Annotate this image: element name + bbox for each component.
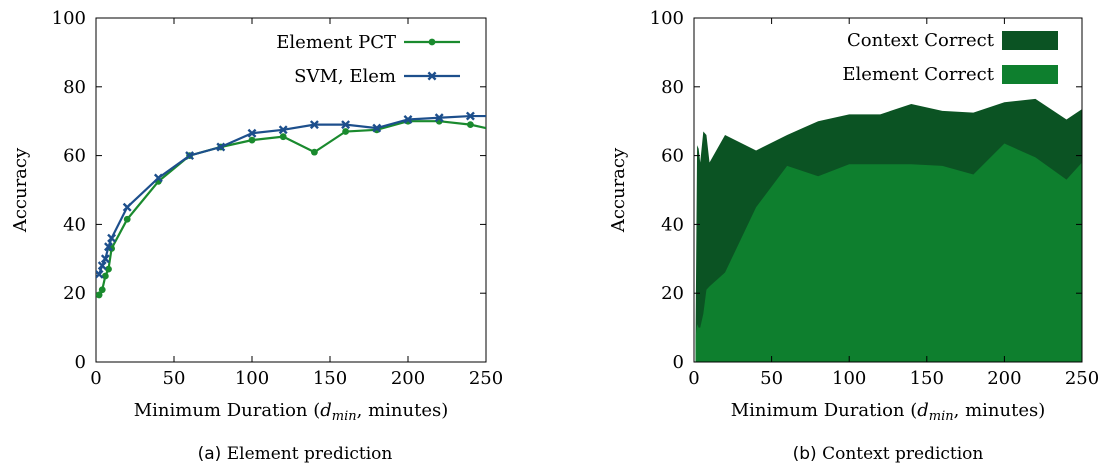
x-tick-label: 100 (832, 368, 866, 389)
data-point (97, 261, 107, 271)
subfigure-caption: (a) Element prediction (198, 444, 393, 464)
data-point (185, 151, 195, 161)
y-axis-label: Accuracy (608, 147, 629, 233)
data-point (104, 242, 113, 252)
legend-swatch (1002, 65, 1058, 84)
x-tick-label: 50 (760, 368, 783, 389)
line-series-0 (98, 120, 486, 296)
legend-marker (428, 38, 436, 46)
data-point (403, 115, 413, 124)
y-axis-label: Accuracy (10, 147, 31, 233)
data-point (101, 272, 109, 280)
data-point (107, 233, 117, 243)
chart-panel-0: 0 50 100 150 200 250 0 20 40 60 80 100 Element PCT SV… (10, 8, 503, 464)
x-axis-label: Minimum Duration (dmin, minutes) (731, 400, 1046, 424)
x-axis-label: Minimum Duration (dmin, minutes) (134, 400, 449, 424)
data-point (98, 286, 106, 294)
x-tick-label: 150 (910, 368, 944, 389)
y-tick-label: 80 (63, 77, 86, 98)
x-tick-label: 250 (1065, 368, 1099, 389)
data-point (467, 121, 474, 129)
y-tick-label: 60 (63, 146, 86, 167)
data-point (153, 173, 163, 183)
y-tick-label: 0 (673, 352, 684, 373)
data-point (123, 215, 131, 223)
subfigure-caption: (b) Context prediction (793, 444, 984, 464)
data-point (122, 202, 132, 212)
y-tick-label: 40 (661, 214, 684, 235)
y-tick-label: 40 (63, 214, 86, 235)
data-point (279, 133, 287, 141)
data-point (309, 120, 319, 130)
legend-marker (427, 71, 437, 81)
x-tick-label: 100 (235, 368, 269, 389)
data-point (311, 148, 318, 156)
data-point (341, 120, 351, 130)
chart-panel-1: 0 50 100 150 200 250 0 20 40 60 80 100 Context Corre… (608, 8, 1099, 464)
data-point (96, 269, 104, 279)
data-point (465, 111, 475, 121)
data-point (247, 128, 257, 138)
x-tick-label: 150 (313, 368, 347, 389)
data-point (248, 136, 256, 144)
y-tick-label: 100 (650, 8, 684, 29)
data-point (434, 113, 444, 123)
series-group (96, 111, 486, 299)
data-point (342, 128, 349, 135)
y-tick-label: 60 (661, 146, 684, 167)
x-tick-label: 200 (987, 368, 1021, 389)
x-tick-label: 200 (391, 368, 425, 389)
y-tick-label: 100 (52, 8, 86, 29)
legend-label: Element Correct (842, 64, 994, 85)
legend-swatch (1002, 31, 1058, 50)
legend-label: Element PCT (276, 32, 396, 53)
area-series-1 (695, 143, 1082, 362)
x-tick-label: 0 (90, 368, 101, 389)
x-tick-label: 0 (688, 368, 699, 389)
x-tick-label: 50 (163, 368, 186, 389)
data-point (96, 291, 103, 299)
data-point (278, 125, 288, 135)
y-tick-label: 80 (661, 77, 684, 98)
data-point (216, 142, 226, 152)
line-series-1 (98, 114, 486, 275)
legend-label: Context Correct (847, 30, 995, 51)
data-point (372, 123, 382, 133)
plot-frame (693, 17, 1083, 363)
y-tick-label: 0 (75, 352, 86, 373)
data-point (105, 265, 112, 273)
y-tick-label: 20 (661, 283, 684, 304)
y-tick-label: 20 (63, 283, 86, 304)
legend-label: SVM, Elem (294, 66, 396, 87)
data-point (100, 254, 110, 264)
plot-frame (95, 17, 487, 363)
x-tick-label: 250 (469, 368, 503, 389)
